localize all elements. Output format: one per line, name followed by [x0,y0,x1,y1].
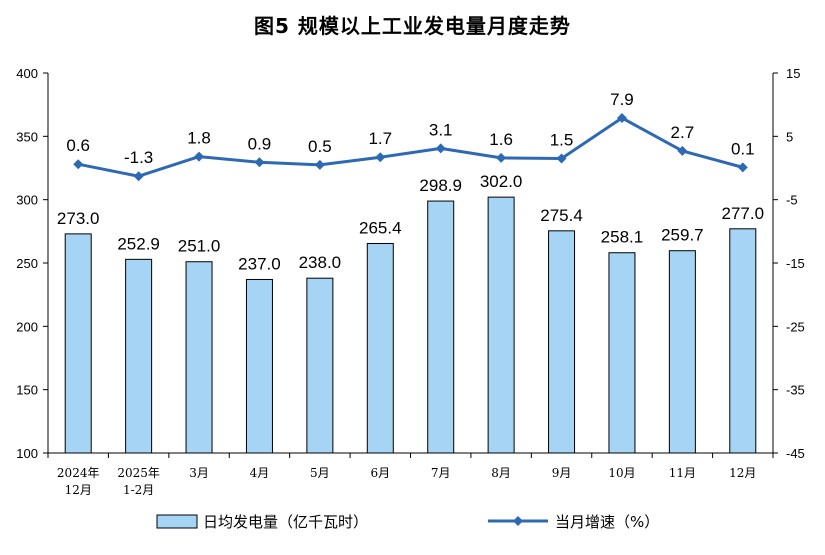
bar [245,278,273,454]
line-point-marker [194,151,205,162]
bar [185,261,213,454]
y-left-tick-label: 350 [16,129,38,144]
line-value-label: 0.6 [66,136,90,155]
y-left-tick-label: 200 [16,319,38,334]
y-right-tick-label: 5 [786,129,793,144]
y-left-tick-label: 150 [16,383,38,398]
line-point-marker [496,152,507,163]
line-value-label: 0.1 [731,139,755,158]
bar-value-label: 265.4 [359,218,402,237]
growth-line [77,116,744,178]
line-value-label: 1.5 [550,131,574,150]
x-tick-label: 9月 [552,466,572,480]
bar [548,230,576,454]
x-tick-label: 6月 [370,466,390,480]
x-tick-label: 7月 [431,466,451,480]
x-tick-label: 11月 [669,466,696,480]
x-tick-label: 4月 [250,466,270,480]
line-value-label: -1.3 [124,148,153,167]
y-right-tick-label: -45 [786,446,805,461]
line-point-marker [677,145,688,156]
bar-value-label: 252.9 [117,234,160,253]
line-value-label: 3.1 [429,120,453,139]
bar-value-label: 298.9 [419,176,462,195]
bar-value-label: 238.0 [299,253,342,272]
x-tick-label: 5月 [310,466,330,480]
line-value-label: 0.9 [248,134,272,153]
legend-bar-swatch [156,514,198,529]
bar [366,242,394,454]
y-left-tick-label: 300 [16,193,38,208]
line-point-marker [375,152,386,163]
bar [306,277,334,454]
x-tick-label: 3月 [189,466,209,480]
bar-value-label: 275.4 [540,206,583,225]
line-point-marker [314,159,325,170]
bar [729,228,757,454]
line-point-marker [737,162,748,173]
line-value-label: 1.6 [489,130,513,149]
x-tick-label: 2025年 [117,466,160,480]
line-value-label: 1.8 [187,129,211,148]
bar [125,258,153,454]
line-point-marker [435,143,446,154]
chart-title: 图5 规模以上工业发电量月度走势 [254,14,571,38]
bar-value-label: 251.0 [178,237,221,256]
bar-value-label: 259.7 [661,226,704,245]
line-point-marker [133,171,144,182]
y-left-tick-label: 100 [16,446,38,461]
legend-bar-label: 日均发电量（亿千瓦时） [203,513,368,531]
line-point-marker [73,159,84,170]
x-tick-label: 8月 [491,466,511,480]
line-point-marker [254,157,265,168]
x-tick-label: 1-2月 [123,483,154,497]
bar-value-label: 258.1 [601,228,644,247]
x-tick-label: 12月 [65,483,92,497]
legend-line-label: 当月增速（%） [555,513,659,531]
bar [427,200,455,454]
y-right-tick-label: 15 [786,66,800,81]
y-right-tick-label: -5 [786,193,798,208]
x-tick-label: 2024年 [57,466,100,480]
bar-value-label: 237.0 [238,254,281,273]
bar-value-label: 273.0 [57,209,100,228]
line-value-label: 2.7 [671,123,695,142]
line-value-label: 1.7 [368,129,392,148]
bar [668,250,696,454]
x-tick-label: 10月 [608,466,635,480]
legend-line-marker [513,516,523,526]
line-point-marker [616,112,627,123]
line-value-label: 7.9 [610,90,634,109]
y-left-tick-label: 400 [16,66,38,81]
y-right-tick-label: -15 [786,256,805,271]
y-right-tick-label: -25 [786,319,805,334]
y-left-tick-label: 250 [16,256,38,271]
bar-value-label: 277.0 [722,204,765,223]
line-value-label: 0.5 [308,137,332,156]
bar [487,196,515,454]
bar [608,252,636,454]
x-tick-label: 12月 [729,466,756,480]
bar [64,233,92,454]
line-point-marker [556,153,567,164]
y-right-tick-label: -35 [786,383,805,398]
bar-value-label: 302.0 [480,172,523,191]
